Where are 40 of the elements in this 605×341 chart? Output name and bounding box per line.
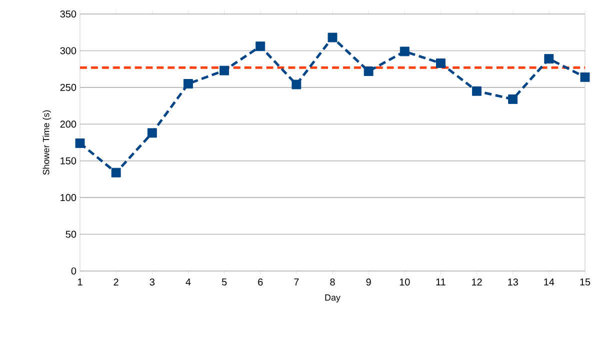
y-tick-label: 100 bbox=[60, 194, 76, 202]
x-tick-label: 4 bbox=[186, 278, 191, 286]
y-tick-label: 200 bbox=[60, 120, 76, 128]
y-tick-label: 50 bbox=[66, 230, 76, 238]
y-tick-label: 0 bbox=[71, 267, 76, 275]
x-tick-label: 6 bbox=[258, 278, 263, 286]
y-tick-label: 250 bbox=[60, 84, 76, 91]
point bbox=[75, 138, 85, 148]
x-tick-label: 13 bbox=[508, 278, 518, 286]
x-tick-label: 2 bbox=[114, 278, 118, 286]
x-tick-label: 12 bbox=[472, 278, 482, 286]
x-tick-label: 3 bbox=[150, 278, 154, 286]
x-tick-label: 8 bbox=[330, 278, 335, 286]
point bbox=[508, 94, 518, 104]
point bbox=[183, 79, 193, 88]
point bbox=[436, 58, 446, 68]
point bbox=[472, 86, 482, 96]
x-tick-label: 14 bbox=[544, 278, 554, 286]
x-tick-label: 9 bbox=[366, 278, 371, 286]
x-tick-label: 1 bbox=[78, 278, 82, 286]
y-tick-label: 300 bbox=[60, 47, 76, 54]
point bbox=[111, 168, 121, 178]
y-tick-label: 350 bbox=[60, 10, 76, 18]
x-axis-title: Day bbox=[325, 294, 340, 302]
x-tick-label: 10 bbox=[400, 278, 410, 286]
x-tick-label: 5 bbox=[222, 278, 227, 286]
x-tick-label: 15 bbox=[580, 278, 590, 286]
point bbox=[256, 42, 266, 52]
point bbox=[364, 66, 374, 76]
point bbox=[220, 66, 230, 76]
x-tick-label: 7 bbox=[294, 278, 299, 286]
point bbox=[580, 72, 590, 82]
point bbox=[544, 54, 554, 64]
x-tick-label: 11 bbox=[436, 278, 446, 286]
point bbox=[328, 32, 338, 42]
y-axis-title: Shower Time (s) bbox=[42, 110, 52, 175]
point bbox=[292, 80, 302, 90]
point bbox=[400, 46, 410, 56]
y-tick-label: 150 bbox=[60, 157, 76, 164]
point bbox=[147, 128, 157, 138]
